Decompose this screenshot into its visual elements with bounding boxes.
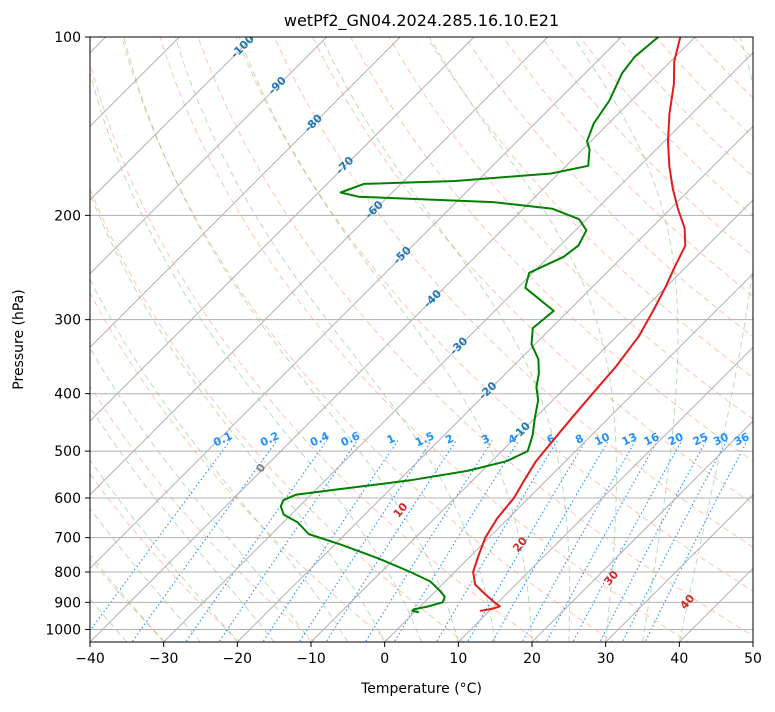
x-tick-label: 20 (523, 651, 541, 667)
y-tick-label: 900 (54, 595, 81, 611)
y-tick-label: 500 (54, 444, 81, 460)
y-tick-label: 400 (54, 387, 81, 403)
x-tick-label: 40 (670, 651, 688, 667)
y-tick-label: 300 (54, 313, 81, 329)
x-tick-label: 0 (380, 651, 389, 667)
y-tick-label: 600 (54, 491, 81, 507)
x-tick-label: −10 (296, 651, 326, 667)
y-tick-label: 100 (54, 30, 81, 46)
x-tick-label: −20 (223, 651, 253, 667)
y-tick-label: 200 (54, 208, 81, 224)
x-tick-label: 10 (449, 651, 467, 667)
x-tick-label: −30 (149, 651, 179, 667)
y-axis-label: Pressure (hPa) (11, 289, 27, 389)
x-tick-label: 30 (597, 651, 615, 667)
y-tick-label: 700 (54, 531, 81, 547)
y-tick-label: 1000 (45, 622, 81, 638)
y-tick-label: 800 (54, 565, 81, 581)
x-axis-label: Temperature (°C) (360, 681, 482, 697)
x-tick-label: 50 (744, 651, 762, 667)
x-tick-label: −40 (75, 651, 105, 667)
chart-title: wetPf2_GN04.2024.285.16.10.E21 (284, 11, 559, 31)
